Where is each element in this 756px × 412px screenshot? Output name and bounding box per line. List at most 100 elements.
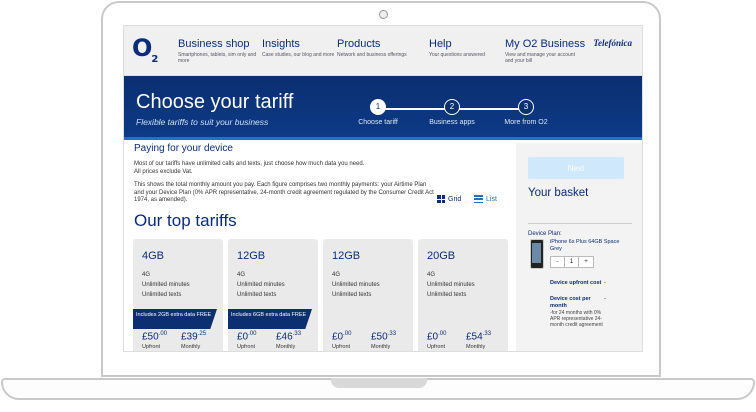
quantity-stepper: - 1 +	[550, 256, 594, 268]
nav-title: Business shop	[178, 38, 250, 50]
monthly-label: Monthly	[371, 344, 391, 350]
promo-ribbon: Includes 6GB extra data FREE	[228, 309, 312, 329]
step-label: Business apps	[429, 119, 475, 126]
nav-subtitle: Case studies, our blog and more	[262, 52, 335, 58]
o2-logo[interactable]: O2	[132, 34, 158, 65]
desc-line: This shows the total monthly amount you …	[134, 182, 434, 203]
tariff-minutes: Unlimited minutes	[332, 282, 380, 288]
tariff-banner: Choose your tariff Flexible tariffs to s…	[124, 76, 642, 140]
step-choose-tariff[interactable]: 1 Choose tariff	[348, 99, 408, 126]
credit-terms: -for 24 months with 0% APR representativ…	[550, 310, 603, 329]
monthly-label: Monthly	[181, 344, 201, 350]
list-label: List	[486, 195, 497, 203]
upfront-price: £0.00	[237, 331, 257, 343]
desc-line: All prices exclude Vat.	[134, 168, 193, 175]
qty-decrease-button[interactable]: -	[551, 257, 565, 267]
step-number: 1	[370, 99, 386, 115]
nav-title: Insights	[262, 38, 300, 50]
nav-subtitle: Your questions answered	[429, 52, 485, 58]
monthly-price: £54.33	[466, 331, 492, 343]
qty-increase-button[interactable]: +	[584, 258, 588, 265]
monthly-label: Monthly	[276, 344, 296, 350]
grid-label: Grid	[448, 195, 462, 203]
grid-icon	[437, 195, 445, 203]
step-more-from-o2[interactable]: 3 More from O2	[496, 99, 556, 126]
upfront-label: Upfront	[237, 344, 256, 350]
tariff-card[interactable]: 12GB 4G Unlimited minutes Unlimited text…	[323, 239, 413, 351]
nav-my-o2-business[interactable]: My O2 Business View and manage your acco…	[505, 38, 585, 64]
progress-steps: 1 Choose tariff 2 Business apps 3 More f…	[348, 99, 548, 139]
laptop-notch	[331, 378, 427, 388]
monthly-price: £46.33	[276, 331, 302, 343]
tariff-data: 20GB	[427, 250, 456, 262]
basket-title: Your basket	[528, 187, 589, 199]
tariff-texts: Unlimited texts	[237, 292, 277, 298]
top-tariffs-title: Our top tariffs	[134, 211, 237, 230]
tariff-texts: Unlimited texts	[427, 292, 467, 298]
tariff-network: 4G	[237, 272, 246, 278]
tariff-network: 4G	[332, 272, 341, 278]
upfront-label: Upfront	[142, 344, 161, 350]
tariff-texts: Unlimited texts	[332, 292, 372, 298]
monthly-cost-label: Device cost per month	[550, 296, 591, 309]
tariff-minutes: Unlimited minutes	[142, 282, 190, 288]
promo-ribbon: Includes 2GB extra data FREE	[133, 309, 217, 329]
nav-subtitle: View and manage your account and your bi…	[505, 52, 575, 64]
basket-panel: Next Your basket Device Plan: iPhone 6s …	[516, 143, 642, 351]
nav-subtitle: Smartphones, tablets, sim only and more	[178, 52, 257, 64]
page-title: Choose your tariff	[136, 91, 294, 113]
upfront-price: £50.00	[142, 331, 168, 343]
list-view-toggle[interactable]: List	[474, 195, 497, 203]
step-number: 2	[444, 99, 460, 115]
device-plan-label: Device Plan:	[528, 231, 562, 237]
nav-subtitle: Network and business offerings	[337, 52, 407, 58]
tariff-network: 4G	[142, 272, 151, 278]
grid-view-toggle[interactable]: Grid	[437, 195, 461, 203]
upfront-price: £0.00	[427, 331, 447, 343]
monthly-label: Monthly	[466, 344, 486, 350]
next-button[interactable]: Next	[528, 157, 624, 179]
list-icon	[474, 195, 483, 203]
tariff-data: 12GB	[237, 250, 266, 262]
upfront-cost-label: Device upfront cost	[550, 280, 602, 286]
tariff-network: 4G	[427, 272, 436, 278]
tariff-minutes: Unlimited minutes	[427, 282, 475, 288]
nav-products[interactable]: Products Network and business offerings	[337, 38, 423, 58]
step-number: 3	[518, 99, 534, 115]
description: Most of our tariffs have unlimited calls…	[134, 161, 434, 205]
step-label: Choose tariff	[358, 119, 398, 126]
qty-value[interactable]: 1	[565, 257, 579, 267]
nav-help[interactable]: Help Your questions answered	[429, 38, 515, 58]
desc-line: Most of our tariffs have unlimited calls…	[134, 161, 365, 167]
nav-insights[interactable]: Insights Case studies, our blog and more	[262, 38, 348, 58]
tariff-card[interactable]: 20GB 4G Unlimited minutes Unlimited text…	[418, 239, 508, 351]
upfront-label: Upfront	[427, 344, 446, 350]
page-subtitle: Flexible tariffs to suit your business	[136, 117, 269, 127]
divider	[528, 223, 632, 224]
tariff-texts: Unlimited texts	[142, 292, 182, 298]
monthly-price: £39.25	[181, 331, 207, 343]
nav-title: My O2 Business	[505, 38, 586, 50]
nav-title: Help	[429, 38, 452, 50]
tariff-data: 12GB	[332, 250, 361, 262]
nav-business-shop[interactable]: Business shop Smartphones, tablets, sim …	[178, 38, 264, 64]
upfront-label: Upfront	[332, 344, 351, 350]
step-label: More from O2	[504, 119, 548, 126]
tariff-card[interactable]: 4GB 4G Unlimited minutes Unlimited texts…	[133, 239, 223, 351]
section-heading: Paying for your device	[134, 143, 233, 154]
phone-thumbnail	[530, 239, 544, 269]
camera-icon	[379, 10, 388, 19]
site-header: O2 Business shop Smartphones, tablets, s…	[124, 26, 642, 76]
step-business-apps[interactable]: 2 Business apps	[422, 99, 482, 126]
product-name: iPhone 6s Plus 64GB Space Grey	[550, 239, 620, 252]
tariff-data: 4GB	[142, 250, 165, 262]
upfront-price: £0.00	[332, 331, 352, 343]
screen: O2 Business shop Smartphones, tablets, s…	[123, 25, 643, 352]
monthly-price: £50.33	[371, 331, 397, 343]
monthly-cost-value: -	[604, 296, 606, 302]
upfront-cost-value: -	[604, 280, 606, 286]
tariff-card[interactable]: 12GB 4G Unlimited minutes Unlimited text…	[228, 239, 318, 351]
tariff-minutes: Unlimited minutes	[237, 282, 285, 288]
telefonica-logo[interactable]: Telefónica	[593, 38, 632, 48]
